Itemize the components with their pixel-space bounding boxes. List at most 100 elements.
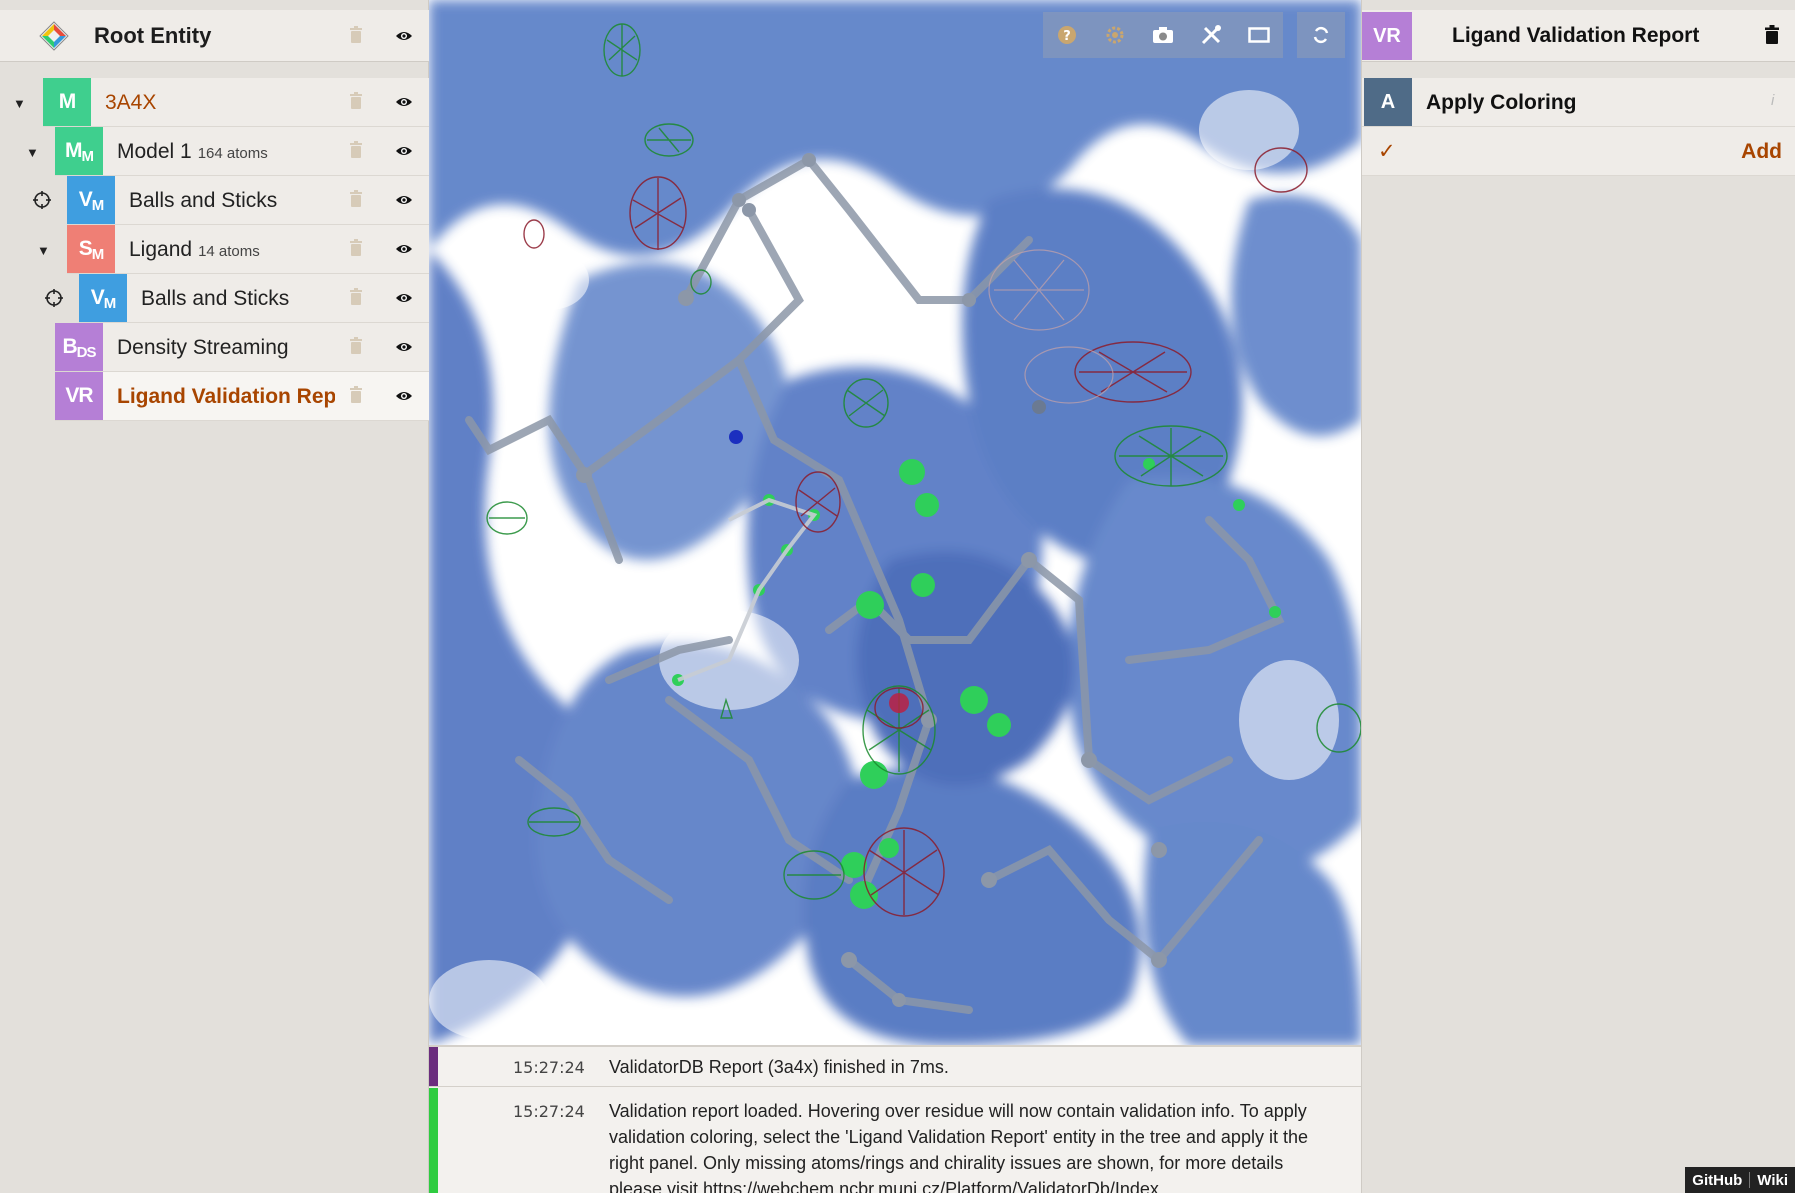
screenshot-button[interactable]	[1139, 12, 1187, 58]
molecule-badge: M	[43, 78, 91, 126]
molecule-3d-viewport[interactable]: ?	[429, 0, 1361, 1045]
info-icon[interactable]: i	[1771, 92, 1775, 109]
controls-panel: VR Ligand Validation Report A Apply Colo…	[1361, 0, 1795, 1193]
trash-icon[interactable]	[349, 141, 363, 159]
eye-icon[interactable]	[395, 389, 413, 403]
tree-item-ligand-validation-report[interactable]: VR Ligand Validation Report	[0, 372, 429, 421]
tree-item-3a4x[interactable]: ▼ M 3A4X	[0, 78, 429, 127]
collapse-caret-icon[interactable]: ▼	[37, 243, 50, 258]
eye-icon[interactable]	[395, 144, 413, 158]
trash-icon[interactable]	[349, 239, 363, 257]
svg-text:?: ?	[1063, 29, 1071, 44]
log-entry: 15:27:24 ValidatorDB Report (3a4x) finis…	[429, 1047, 1361, 1087]
tree-item-density-streaming[interactable]: B DS Density Streaming	[0, 323, 429, 372]
eye-icon[interactable]	[395, 291, 413, 305]
atom-count: 164 atoms	[197, 145, 268, 162]
log-panel: 15:27:24 ValidatorDB Report (3a4x) finis…	[429, 1045, 1361, 1193]
footer-links: GitHub Wiki	[1685, 1167, 1795, 1193]
atom-count: 14 atoms	[198, 243, 260, 260]
layout-button[interactable]	[1235, 12, 1283, 58]
tree-item-label: 3A4X	[105, 91, 157, 114]
focus-crosshair-icon[interactable]	[33, 191, 51, 209]
eye-icon[interactable]	[395, 193, 413, 207]
badge-letter: M	[58, 90, 76, 113]
github-link[interactable]: GitHub	[1692, 1171, 1743, 1189]
action-badge: A	[1364, 78, 1412, 126]
badge-subscript: M	[91, 245, 104, 263]
tools-button[interactable]	[1187, 12, 1235, 58]
badge-subscript: DS	[76, 343, 97, 361]
trash-icon[interactable]	[349, 337, 363, 355]
divider	[1749, 1172, 1751, 1188]
tree-item-label: Balls and Sticks	[141, 287, 290, 310]
eye-icon[interactable]	[395, 340, 413, 354]
viewport-toolbar: ?	[1043, 12, 1235, 58]
badge-letter: B	[62, 335, 77, 358]
eye-icon[interactable]	[395, 29, 413, 43]
validation-report-badge: VR	[55, 372, 103, 420]
tree-header[interactable]: Root Entity	[0, 10, 429, 62]
trash-icon[interactable]	[349, 288, 363, 306]
badge-letter: M	[65, 139, 82, 162]
camera-icon	[1153, 27, 1173, 43]
tree-item-label: Density Streaming	[117, 336, 289, 359]
checkmark-icon: ✓	[1378, 140, 1396, 163]
reset-view-button[interactable]	[1297, 12, 1345, 58]
badge-letter: V	[90, 286, 105, 309]
controls-title: Ligand Validation Report	[1452, 24, 1700, 47]
add-button[interactable]: Add	[1741, 140, 1782, 163]
log-message: Validation report loaded. Hovering over …	[609, 1101, 1308, 1193]
reset-icon	[1313, 26, 1329, 44]
badge-subscript: M	[91, 196, 104, 214]
trash-icon[interactable]	[349, 26, 363, 44]
log-level-bar	[429, 1088, 438, 1193]
tree-item-label: Ligand Validation Report	[117, 385, 335, 408]
trash-icon[interactable]	[349, 190, 363, 208]
apply-coloring-action[interactable]: A Apply Coloring i	[1362, 78, 1795, 127]
trash-icon[interactable]	[349, 92, 363, 110]
tree-item-label: Ligand 14 atoms	[129, 238, 260, 262]
tree-item-name: Ligand	[129, 238, 193, 261]
eye-icon[interactable]	[395, 242, 413, 256]
wiki-link[interactable]: Wiki	[1757, 1171, 1788, 1189]
collapse-caret-icon[interactable]: ▼	[26, 145, 39, 160]
layout-toolbar	[1235, 12, 1283, 58]
help-icon: ?	[1058, 26, 1076, 44]
trash-icon[interactable]	[1764, 25, 1780, 45]
collapse-caret-icon[interactable]: ▼	[13, 96, 26, 111]
trash-icon[interactable]	[349, 386, 363, 404]
badge-letter: VR	[65, 384, 93, 407]
add-action-row[interactable]: ✓ Add	[1362, 127, 1795, 176]
focus-crosshair-icon[interactable]	[45, 289, 63, 307]
root-entity-title: Root Entity	[94, 23, 212, 48]
log-level-bar	[429, 1047, 438, 1086]
reset-toolbar	[1297, 12, 1345, 58]
logo-icon	[39, 21, 69, 51]
tree-item-name: Model 1	[117, 140, 192, 163]
validation-report-badge: VR	[1362, 12, 1412, 60]
badge-letter: V	[78, 188, 93, 211]
settings-button[interactable]	[1091, 12, 1139, 58]
log-timestamp: 15:27:24	[513, 1102, 585, 1121]
help-button[interactable]: ?	[1043, 12, 1091, 58]
settings-icon	[1106, 26, 1124, 44]
layout-icon	[1248, 27, 1270, 43]
eye-icon[interactable]	[395, 95, 413, 109]
log-message: ValidatorDB Report (3a4x) finished in 7m…	[609, 1057, 949, 1077]
controls-header: VR Ligand Validation Report	[1362, 10, 1795, 62]
badge-subscript: M	[103, 294, 116, 312]
density-map-scene	[429, 0, 1361, 1045]
badge-letter: S	[78, 237, 93, 260]
tools-icon	[1201, 25, 1221, 45]
apply-coloring-label: Apply Coloring	[1426, 91, 1577, 114]
behaviour-badge: B DS	[55, 323, 103, 371]
badge-subscript: M	[81, 147, 94, 165]
